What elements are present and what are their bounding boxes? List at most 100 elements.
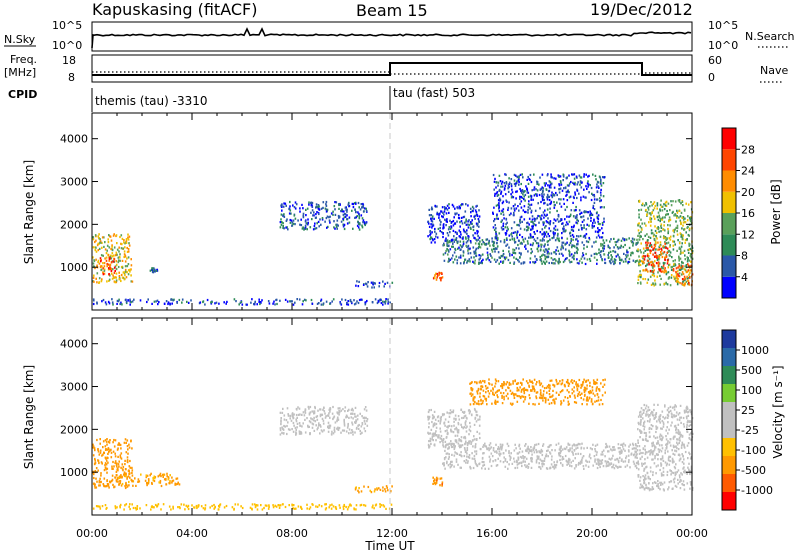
scatter-cell (363, 485, 365, 488)
scatter-cell (618, 450, 621, 453)
scatter-cell (527, 452, 530, 455)
scatter-cell (549, 466, 552, 469)
scatter-cell (508, 383, 511, 386)
scatter-cell (500, 391, 502, 394)
scatter-cell (635, 243, 637, 246)
scatter-cell (319, 432, 321, 435)
scatter-cell (281, 203, 283, 206)
scatter-cell (659, 217, 662, 221)
scatter-cell (345, 505, 347, 509)
scatter-cell (577, 243, 579, 246)
scatter-cell (493, 188, 495, 191)
scatter-cell (460, 248, 462, 251)
scatter-cell (478, 245, 481, 248)
scatter-cell (603, 244, 606, 248)
scatter-cell (172, 507, 174, 510)
scatter-cell (675, 270, 677, 274)
scatter-cell (120, 466, 122, 469)
scatter-cell (362, 202, 364, 206)
scatter-cell (539, 466, 541, 469)
scatter-cell (617, 459, 620, 462)
scatter-cell (551, 455, 553, 458)
scatter-cell (308, 413, 311, 416)
scatter-cell (543, 387, 546, 390)
scatter-cell (453, 240, 456, 243)
scatter-cell (508, 234, 511, 237)
scatter-cell (647, 248, 649, 251)
scatter-cell (307, 405, 310, 408)
scatter-cell (568, 215, 570, 218)
scatter-cell (571, 388, 574, 391)
scatter-cell (665, 238, 667, 242)
scatter-cell (556, 209, 558, 213)
scatter-cell (120, 266, 123, 269)
scatter-cell (157, 475, 160, 478)
scatter-cell (509, 458, 511, 461)
scatter-cell (550, 257, 553, 260)
scatter-cell (315, 505, 317, 508)
scatter-cell (501, 219, 503, 222)
scatter-cell (571, 244, 573, 247)
scatter-cell (680, 245, 683, 248)
scatter-cell (112, 450, 115, 453)
scatter-cell (103, 477, 106, 480)
scatter-cell (613, 237, 615, 240)
scatter-cell (555, 380, 558, 383)
scatter-cell (498, 197, 501, 200)
scatter-cell (548, 402, 551, 405)
scatter-cell (380, 301, 383, 305)
scatter-cell (464, 414, 467, 417)
scatter-cell (518, 176, 520, 179)
scatter-cell (311, 410, 313, 413)
scatter-cell (494, 224, 496, 227)
scatter-cell (525, 225, 528, 228)
scatter-cell (104, 439, 107, 442)
scatter-cell (502, 252, 505, 256)
scatter-cell (329, 302, 331, 305)
scatter-cell (357, 301, 360, 305)
scatter-cell (301, 507, 303, 510)
scatter-cell (599, 250, 602, 253)
scatter-cell (438, 272, 441, 275)
scatter-cell (103, 268, 106, 271)
scatter-cell (316, 418, 319, 421)
scatter-cell (528, 177, 530, 181)
scatter-cell (533, 231, 535, 234)
scatter-cell (386, 281, 389, 284)
scatter-cell (94, 249, 97, 252)
scatter-cell (102, 440, 105, 443)
scatter-cell (109, 263, 111, 266)
scatter-cell (282, 205, 285, 208)
scatter-cell (324, 207, 327, 210)
scatter-cell (522, 455, 524, 458)
scatter-cell (125, 238, 128, 241)
scatter-cell (586, 387, 588, 390)
scatter-cell (620, 244, 622, 247)
scatter-cell (121, 276, 124, 279)
scatter-cell (105, 303, 108, 306)
scatter-cell (676, 227, 679, 230)
scatter-cell (335, 201, 338, 204)
scatter-cell (544, 232, 547, 235)
scatter-cell (127, 448, 129, 451)
scatter-cell (474, 443, 477, 446)
scatter-cell (362, 219, 365, 222)
scatter-cell (573, 245, 576, 248)
scatter-cell (504, 173, 506, 176)
scatter-cell (453, 251, 456, 254)
scatter-cell (597, 396, 600, 399)
scatter-cell (282, 214, 284, 217)
scatter-cell (573, 209, 576, 212)
scatter-cell (527, 191, 530, 194)
scatter-cell (446, 204, 449, 207)
scatter-cell (116, 253, 118, 256)
scatter-cell (577, 385, 580, 388)
scatter-cell (460, 444, 462, 447)
scatter-cell (535, 391, 538, 394)
scatter-cell (655, 254, 658, 257)
scatter-cell (618, 257, 621, 260)
scatter-cell (562, 399, 565, 402)
scatter-cell (503, 182, 506, 185)
scatter-cell (137, 480, 139, 483)
scatter-cell (573, 258, 575, 261)
